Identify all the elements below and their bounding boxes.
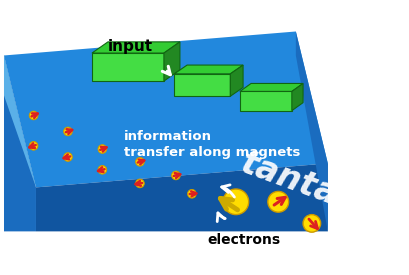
Circle shape bbox=[98, 166, 106, 174]
Text: input: input bbox=[108, 39, 153, 54]
Circle shape bbox=[171, 171, 180, 180]
Polygon shape bbox=[36, 163, 327, 231]
Circle shape bbox=[135, 179, 144, 188]
Polygon shape bbox=[230, 65, 243, 96]
Circle shape bbox=[63, 127, 72, 136]
Circle shape bbox=[267, 191, 288, 212]
Polygon shape bbox=[92, 42, 180, 53]
Polygon shape bbox=[174, 65, 243, 74]
Polygon shape bbox=[164, 42, 180, 81]
Text: information
transfer along magnets: information transfer along magnets bbox=[124, 130, 299, 159]
Circle shape bbox=[98, 145, 106, 153]
Polygon shape bbox=[4, 56, 36, 231]
Circle shape bbox=[29, 111, 38, 120]
Polygon shape bbox=[239, 83, 302, 92]
Circle shape bbox=[29, 142, 38, 150]
Circle shape bbox=[135, 158, 144, 166]
Polygon shape bbox=[291, 83, 302, 111]
Polygon shape bbox=[4, 31, 327, 187]
Circle shape bbox=[302, 214, 320, 232]
Polygon shape bbox=[239, 92, 291, 111]
Circle shape bbox=[63, 153, 72, 161]
Polygon shape bbox=[92, 53, 164, 81]
Circle shape bbox=[187, 189, 196, 198]
Polygon shape bbox=[295, 31, 327, 231]
Circle shape bbox=[222, 189, 248, 214]
Polygon shape bbox=[4, 56, 36, 187]
Polygon shape bbox=[174, 74, 230, 96]
Text: electrons: electrons bbox=[207, 233, 280, 247]
Text: tantalum: tantalum bbox=[235, 147, 407, 236]
